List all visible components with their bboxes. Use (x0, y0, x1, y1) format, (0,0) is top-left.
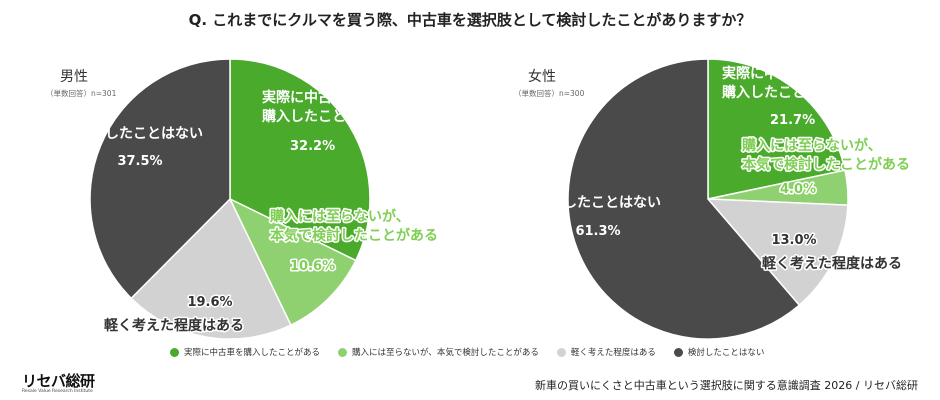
pie-slice (130, 197, 292, 340)
slice-label: 本気で検討したことがある (742, 156, 910, 173)
slice-percent: 21.7% (770, 113, 815, 128)
male-chart-title: 男性 (60, 69, 88, 85)
pie-slice (706, 198, 849, 307)
pie-slice (567, 58, 801, 340)
brand-logo: リセバ総研 (22, 372, 95, 390)
slice-percent: 32.2% (290, 139, 335, 154)
legend-dot (338, 347, 348, 357)
legend-item: 検討したことはない (673, 346, 765, 358)
legend-item: 実際に中古車を購入したことがある (170, 346, 320, 358)
pie-slice (89, 58, 231, 300)
legend-label: 検討したことはない (687, 348, 765, 358)
slice-label: 購入には至らないが、 (269, 208, 410, 225)
slice-percent: 37.5% (117, 154, 162, 169)
slice-label: 軽く考えた程度はある (104, 317, 244, 334)
pie-slice (228, 197, 357, 327)
pie-slice (229, 58, 371, 262)
slice-percent: 10.6% (290, 259, 335, 274)
slice-label: 購入したことがある (721, 84, 848, 101)
slice-label: 本気で検討したことがある (270, 227, 438, 244)
male-chart-subtitle: （単数回答）n=301 (46, 89, 117, 98)
legend-dot (673, 347, 683, 357)
legend-dot (170, 347, 179, 357)
slice-label: 実際に中古車を (262, 89, 360, 106)
footer-caption: 新車の買いにくさと中古車という選択肢に関する意識調査 2026 / リセバ総研 (535, 379, 918, 392)
legend-item: 軽く考えた程度はある (556, 346, 656, 358)
legend: 実際に中古車を購入したことがある 購入には至らないが、本気で検討したことがある … (170, 346, 782, 358)
legend-item: 購入には至らないが、本気で検討したことがある (338, 346, 539, 358)
slice-percent: 19.6% (187, 295, 232, 310)
pie-slice (707, 58, 846, 200)
legend-label: 購入には至らないが、本気で検討したことがある (352, 348, 539, 358)
slice-percent: 13.0% (771, 233, 816, 248)
slice-percent: 61.3% (575, 224, 620, 239)
question-title: Q. これまでにクルマを買う際、中古車を選択肢として検討したことがありますか？ (188, 11, 752, 29)
female-chart-subtitle: （単数回答）n=300 (514, 89, 585, 98)
slice-label: 購入には至らないが、 (741, 137, 882, 154)
slice-label: 実際に中古車を (722, 65, 820, 82)
legend-dot (556, 347, 566, 357)
slice-label: 購入したことがある (261, 108, 388, 125)
legend-label: 軽く考えた程度はある (570, 348, 656, 358)
legend-label: 実際に中古車を購入したことがある (184, 348, 321, 358)
slice-percent: 4.0% (780, 182, 816, 197)
female-chart-title: 女性 (528, 69, 556, 85)
slice-label: 検討したことはない (77, 125, 203, 142)
brand-logo-subtitle: Resale Value Research Institute (22, 389, 93, 394)
slice-label: 検討したことはない (535, 194, 661, 211)
slice-label: 軽く考えた程度はある (762, 255, 902, 272)
